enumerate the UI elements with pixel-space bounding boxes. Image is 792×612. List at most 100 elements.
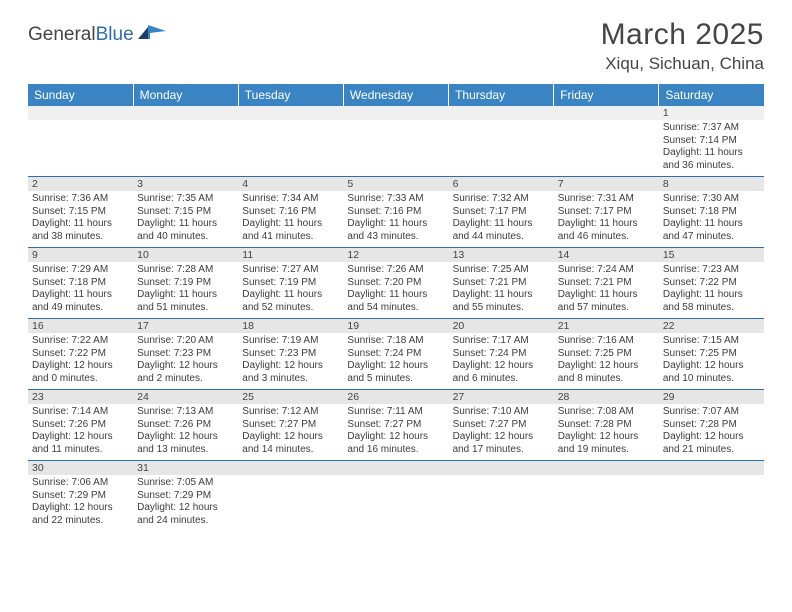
weekday-header: Sunday [28,84,133,106]
day-cell: Sunrise: 7:18 AMSunset: 7:24 PMDaylight:… [343,333,448,390]
daylight-text: Daylight: 12 hours [137,431,234,444]
day-number [238,106,343,120]
weekday-header: Tuesday [238,84,343,106]
day-cell: Sunrise: 7:26 AMSunset: 7:20 PMDaylight:… [343,262,448,319]
sunrise-text: Sunrise: 7:23 AM [663,264,760,277]
calendar-table: SundayMondayTuesdayWednesdayThursdayFrid… [28,84,764,531]
day-number [28,106,133,120]
day-number: 12 [343,248,448,263]
sunrise-text: Sunrise: 7:37 AM [663,122,760,135]
daylight-text: Daylight: 11 hours [32,289,129,302]
header: GeneralBlue March 2025 Xiqu, Sichuan, Ch… [28,18,764,74]
day-cell [343,120,448,177]
daylight-text: and 52 minutes. [242,302,339,315]
day-cell [554,120,659,177]
logo-text-blue: Blue [96,24,134,45]
sunset-text: Sunset: 7:29 PM [32,490,129,503]
sunset-text: Sunset: 7:25 PM [663,348,760,361]
daylight-text: and 22 minutes. [32,515,129,528]
day-cell: Sunrise: 7:10 AMSunset: 7:27 PMDaylight:… [449,404,554,461]
sunset-text: Sunset: 7:27 PM [347,419,444,432]
daylight-text: and 13 minutes. [137,444,234,457]
daylight-text: and 40 minutes. [137,231,234,244]
daylight-text: Daylight: 12 hours [137,502,234,515]
sunrise-text: Sunrise: 7:19 AM [242,335,339,348]
sunrise-text: Sunrise: 7:05 AM [137,477,234,490]
day-number [554,461,659,476]
day-number [659,461,764,476]
daylight-text: Daylight: 11 hours [453,218,550,231]
sunset-text: Sunset: 7:15 PM [32,206,129,219]
sunrise-text: Sunrise: 7:07 AM [663,406,760,419]
daylight-text: Daylight: 12 hours [32,502,129,515]
sunset-text: Sunset: 7:24 PM [347,348,444,361]
logo-text: GeneralBlue [28,24,134,46]
day-cell: Sunrise: 7:36 AMSunset: 7:15 PMDaylight:… [28,191,133,248]
sunrise-text: Sunrise: 7:34 AM [242,193,339,206]
day-number: 25 [238,390,343,405]
day-number: 21 [554,319,659,334]
daylight-text: and 51 minutes. [137,302,234,315]
sunset-text: Sunset: 7:16 PM [242,206,339,219]
sunrise-text: Sunrise: 7:11 AM [347,406,444,419]
day-number: 30 [28,461,133,476]
day-number-row: 1 [28,106,764,120]
day-cell: Sunrise: 7:33 AMSunset: 7:16 PMDaylight:… [343,191,448,248]
flag-icon [138,23,168,46]
sunrise-text: Sunrise: 7:18 AM [347,335,444,348]
day-cell: Sunrise: 7:31 AMSunset: 7:17 PMDaylight:… [554,191,659,248]
day-cell: Sunrise: 7:06 AMSunset: 7:29 PMDaylight:… [28,475,133,531]
day-cell: Sunrise: 7:29 AMSunset: 7:18 PMDaylight:… [28,262,133,319]
daylight-text: Daylight: 12 hours [347,431,444,444]
day-cell: Sunrise: 7:11 AMSunset: 7:27 PMDaylight:… [343,404,448,461]
daylight-text: Daylight: 12 hours [347,360,444,373]
sunrise-text: Sunrise: 7:25 AM [453,264,550,277]
logo-text-general: General [28,24,96,45]
daylight-text: Daylight: 11 hours [663,147,760,160]
daylight-text: Daylight: 11 hours [242,289,339,302]
day-number [343,461,448,476]
day-number: 8 [659,177,764,192]
day-cell: Sunrise: 7:07 AMSunset: 7:28 PMDaylight:… [659,404,764,461]
sunrise-text: Sunrise: 7:33 AM [347,193,444,206]
daylight-text: Daylight: 12 hours [242,360,339,373]
day-content-row: Sunrise: 7:36 AMSunset: 7:15 PMDaylight:… [28,191,764,248]
sunset-text: Sunset: 7:25 PM [558,348,655,361]
sunset-text: Sunset: 7:19 PM [242,277,339,290]
sunset-text: Sunset: 7:29 PM [137,490,234,503]
daylight-text: and 54 minutes. [347,302,444,315]
sunset-text: Sunset: 7:19 PM [137,277,234,290]
day-number: 28 [554,390,659,405]
daylight-text: Daylight: 11 hours [137,218,234,231]
day-number: 10 [133,248,238,263]
daylight-text: and 2 minutes. [137,373,234,386]
day-content-row: Sunrise: 7:06 AMSunset: 7:29 PMDaylight:… [28,475,764,531]
sunrise-text: Sunrise: 7:06 AM [32,477,129,490]
daylight-text: and 44 minutes. [453,231,550,244]
day-cell: Sunrise: 7:37 AMSunset: 7:14 PMDaylight:… [659,120,764,177]
day-number: 26 [343,390,448,405]
day-number: 1 [659,106,764,120]
daylight-text: Daylight: 11 hours [663,289,760,302]
sunrise-text: Sunrise: 7:08 AM [558,406,655,419]
daylight-text: Daylight: 11 hours [558,218,655,231]
sunset-text: Sunset: 7:21 PM [558,277,655,290]
daylight-text: and 17 minutes. [453,444,550,457]
sunrise-text: Sunrise: 7:20 AM [137,335,234,348]
sunset-text: Sunset: 7:14 PM [663,135,760,148]
weekday-header-row: SundayMondayTuesdayWednesdayThursdayFrid… [28,84,764,106]
daylight-text: and 38 minutes. [32,231,129,244]
day-cell [449,475,554,531]
daylight-text: Daylight: 11 hours [347,218,444,231]
sunset-text: Sunset: 7:22 PM [32,348,129,361]
daylight-text: and 55 minutes. [453,302,550,315]
daylight-text: and 0 minutes. [32,373,129,386]
day-number [238,461,343,476]
daylight-text: and 3 minutes. [242,373,339,386]
sunset-text: Sunset: 7:22 PM [663,277,760,290]
day-cell: Sunrise: 7:23 AMSunset: 7:22 PMDaylight:… [659,262,764,319]
daylight-text: Daylight: 12 hours [558,360,655,373]
weekday-header: Saturday [659,84,764,106]
day-cell [133,120,238,177]
daylight-text: Daylight: 11 hours [453,289,550,302]
